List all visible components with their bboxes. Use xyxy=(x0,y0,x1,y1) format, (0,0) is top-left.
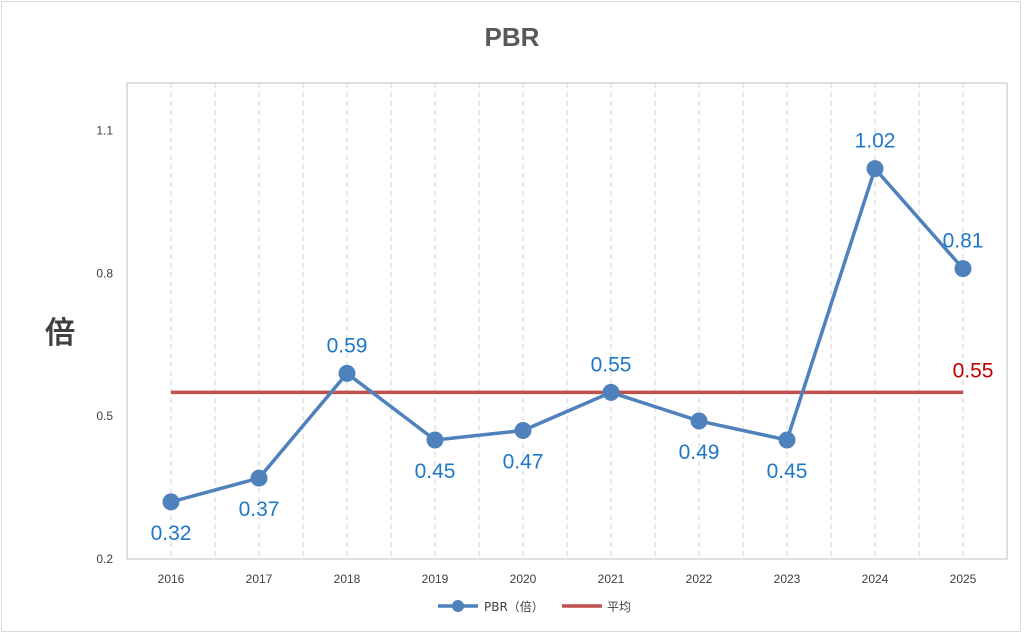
y-axis-ticks: 0.2 0.5 0.8 1.1 xyxy=(96,124,113,566)
pbr-point xyxy=(866,160,884,178)
pbr-point xyxy=(602,383,620,401)
pbr-data-label: 0.37 xyxy=(239,498,280,521)
pbr-data-label: 1.02 xyxy=(855,130,896,153)
pbr-data-label: 0.59 xyxy=(327,334,368,357)
legend-average-label: 平均 xyxy=(607,600,631,614)
pbr-point xyxy=(426,431,444,449)
legend-pbr-label: PBR（倍） xyxy=(484,599,544,614)
pbr-line xyxy=(170,166,965,504)
pbr-series: 0.32 0.37 0.59 0.45 0.47 0.55 0.49 0.45 1.02 0.81 xyxy=(151,130,984,545)
chart-title: PBR xyxy=(485,22,540,52)
x-tick-label: 2022 xyxy=(686,572,713,586)
y-tick-label: 1.1 xyxy=(96,124,113,138)
pbr-point xyxy=(690,412,708,430)
x-axis-ticks: 2016 2017 2018 2019 2020 2021 2022 2023 2024 2025 xyxy=(158,572,977,586)
x-tick-label: 2018 xyxy=(334,572,361,586)
pbr-point xyxy=(162,493,180,511)
vertical-gridlines xyxy=(170,83,964,559)
x-tick-label: 2025 xyxy=(950,572,977,586)
x-tick-label: 2020 xyxy=(510,572,537,586)
pbr-data-label: 0.45 xyxy=(415,460,456,483)
pbr-point xyxy=(954,260,972,278)
pbr-data-label: 0.32 xyxy=(151,522,192,545)
x-tick-label: 2017 xyxy=(246,572,273,586)
pbr-point xyxy=(778,431,796,449)
pbr-data-label: 0.49 xyxy=(679,441,720,464)
y-tick-label: 0.8 xyxy=(96,266,113,280)
pbr-point xyxy=(514,421,532,439)
pbr-data-label: 0.45 xyxy=(767,460,808,483)
y-axis-label: 倍 xyxy=(45,316,75,351)
y-tick-label: 0.2 xyxy=(96,552,113,566)
pbr-point xyxy=(338,364,356,382)
legend-pbr-marker xyxy=(452,600,464,612)
legend: PBR（倍） 平均 xyxy=(438,599,631,614)
pbr-point xyxy=(250,469,268,487)
pbr-data-label: 0.47 xyxy=(503,450,544,473)
x-tick-label: 2021 xyxy=(598,572,625,586)
x-tick-label: 2016 xyxy=(158,572,185,586)
average-series: 0.55 xyxy=(171,359,994,395)
x-tick-label: 2024 xyxy=(862,572,889,586)
x-tick-label: 2019 xyxy=(422,572,449,586)
y-tick-label: 0.5 xyxy=(96,409,113,423)
pbr-data-label: 0.81 xyxy=(943,230,984,253)
pbr-data-label: 0.55 xyxy=(591,353,632,376)
x-tick-label: 2023 xyxy=(774,572,801,586)
average-data-label: 0.55 xyxy=(953,359,994,382)
